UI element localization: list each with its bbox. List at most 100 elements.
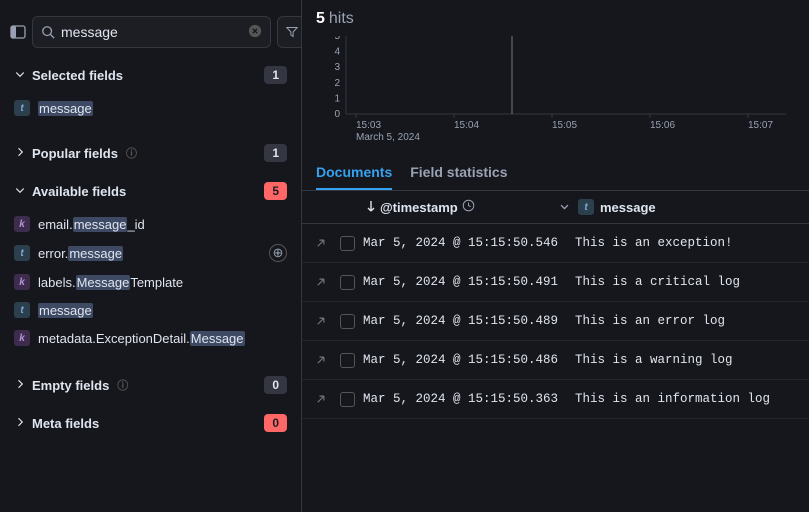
row-checkbox[interactable]: [340, 314, 355, 329]
field-item[interactable]: k metadata.ExceptionDetail.Message: [8, 324, 293, 352]
field-item[interactable]: k labels.MessageTemplate: [8, 268, 293, 296]
popular-fields-count: 1: [264, 144, 287, 162]
field-item[interactable]: t message: [8, 94, 293, 122]
table-row[interactable]: Mar 5, 2024 @ 15:15:50.489 This is an er…: [302, 302, 809, 341]
empty-fields-count: 0: [264, 376, 287, 394]
add-field-button[interactable]: ⊕: [269, 244, 287, 262]
empty-fields-label: Empty fields: [32, 378, 109, 393]
section-selected-fields[interactable]: Selected fields 1: [0, 56, 301, 94]
row-message: This is an error log: [575, 314, 795, 328]
field-name: email.message_id: [38, 217, 145, 232]
selected-fields-count: 1: [264, 66, 287, 84]
row-timestamp: Mar 5, 2024 @ 15:15:50.489: [363, 314, 567, 328]
table-body: Mar 5, 2024 @ 15:15:50.546 This is an ex…: [302, 224, 809, 419]
timestamp-label: @timestamp: [380, 200, 458, 215]
field-type-icon: t: [14, 100, 30, 116]
expand-icon[interactable]: [316, 351, 332, 369]
field-type-icon: t: [14, 245, 30, 261]
clear-search-icon[interactable]: [248, 24, 262, 41]
svg-text:15:03: 15:03: [356, 120, 381, 131]
field-type-icon: k: [14, 330, 30, 346]
chevron-down-icon[interactable]: [559, 200, 570, 215]
row-message: This is a warning log: [575, 353, 795, 367]
col-timestamp[interactable]: @timestamp: [366, 199, 570, 215]
section-popular-fields[interactable]: Popular fields ⓘ 1: [0, 134, 301, 172]
table-row[interactable]: Mar 5, 2024 @ 15:15:50.363 This is an in…: [302, 380, 809, 419]
field-filter-button[interactable]: 0: [277, 16, 302, 48]
section-available-fields[interactable]: Available fields 5: [0, 172, 301, 210]
row-message: This is a critical log: [575, 275, 795, 289]
field-name: labels.MessageTemplate: [38, 275, 183, 290]
expand-icon[interactable]: [316, 312, 332, 330]
chevron-right-icon: [14, 378, 26, 393]
row-checkbox[interactable]: [340, 392, 355, 407]
filter-icon: [286, 26, 298, 38]
sort-desc-icon: [366, 200, 376, 215]
hits-count: 5: [316, 10, 325, 28]
chevron-right-icon: [14, 416, 26, 431]
svg-text:4: 4: [334, 47, 340, 58]
field-name: error.message: [38, 246, 123, 261]
tab-field-statistics[interactable]: Field statistics: [410, 164, 507, 190]
svg-text:15:04: 15:04: [454, 120, 479, 131]
main: 5 hits 54321015:0315:0415:0515:0615:07Ma…: [302, 0, 809, 512]
row-message: This is an exception!: [575, 236, 795, 250]
section-empty-fields[interactable]: Empty fields ⓘ 0: [0, 366, 301, 404]
col-message[interactable]: t message: [578, 199, 795, 215]
hits-header: 5 hits: [302, 0, 809, 32]
meta-fields-label: Meta fields: [32, 416, 99, 431]
table-row[interactable]: Mar 5, 2024 @ 15:15:50.486 This is a war…: [302, 341, 809, 380]
hits-label: hits: [329, 10, 354, 28]
field-name: message: [38, 303, 93, 318]
available-fields-count: 5: [264, 182, 287, 200]
field-type-icon: t: [14, 302, 30, 318]
sidebar-topbar: 0: [0, 8, 301, 56]
sidebar-toggle-icon[interactable]: [10, 20, 26, 44]
svg-text:2: 2: [334, 78, 340, 89]
histogram-chart[interactable]: 54321015:0315:0415:0515:0615:07March 5, …: [302, 32, 809, 154]
field-name: metadata.ExceptionDetail.Message: [38, 331, 245, 346]
table-header: @timestamp t message: [302, 191, 809, 224]
field-type-icon: k: [14, 216, 30, 232]
popular-fields-label: Popular fields: [32, 146, 118, 161]
field-item[interactable]: t error.message ⊕: [8, 238, 293, 268]
expand-icon[interactable]: [316, 234, 332, 252]
svg-text:1: 1: [334, 93, 340, 104]
tab-documents[interactable]: Documents: [316, 164, 392, 190]
message-label: message: [600, 200, 656, 215]
svg-text:March 5, 2024: March 5, 2024: [356, 132, 420, 143]
row-checkbox[interactable]: [340, 353, 355, 368]
available-fields-label: Available fields: [32, 184, 126, 199]
selected-fields-label: Selected fields: [32, 68, 123, 83]
field-item[interactable]: k email.message_id: [8, 210, 293, 238]
row-timestamp: Mar 5, 2024 @ 15:15:50.546: [363, 236, 567, 250]
row-checkbox[interactable]: [340, 236, 355, 251]
table-row[interactable]: Mar 5, 2024 @ 15:15:50.491 This is a cri…: [302, 263, 809, 302]
svg-text:0: 0: [334, 109, 340, 120]
sidebar: 0 Selected fields 1 t message Popular fi…: [0, 0, 302, 512]
row-message: This is an information log: [575, 392, 795, 406]
clock-icon: [462, 199, 475, 215]
field-name: message: [38, 101, 93, 116]
table-row[interactable]: Mar 5, 2024 @ 15:15:50.546 This is an ex…: [302, 224, 809, 263]
svg-text:15:05: 15:05: [552, 120, 577, 131]
field-item[interactable]: t message: [8, 296, 293, 324]
section-meta-fields[interactable]: Meta fields 0: [0, 404, 301, 442]
info-icon: ⓘ: [126, 145, 137, 161]
chevron-down-icon: [14, 184, 26, 199]
field-type-icon: t: [578, 199, 594, 215]
svg-text:15:07: 15:07: [748, 120, 773, 131]
svg-text:15:06: 15:06: [650, 120, 675, 131]
row-checkbox[interactable]: [340, 275, 355, 290]
expand-icon[interactable]: [316, 390, 332, 408]
search-input[interactable]: [61, 24, 242, 40]
search-icon: [41, 25, 55, 39]
svg-text:5: 5: [334, 36, 340, 42]
field-type-icon: k: [14, 274, 30, 290]
field-search: [32, 16, 271, 48]
meta-fields-count: 0: [264, 414, 287, 432]
expand-icon[interactable]: [316, 273, 332, 291]
row-timestamp: Mar 5, 2024 @ 15:15:50.486: [363, 353, 567, 367]
info-icon: ⓘ: [117, 377, 128, 393]
chevron-right-icon: [14, 146, 26, 161]
